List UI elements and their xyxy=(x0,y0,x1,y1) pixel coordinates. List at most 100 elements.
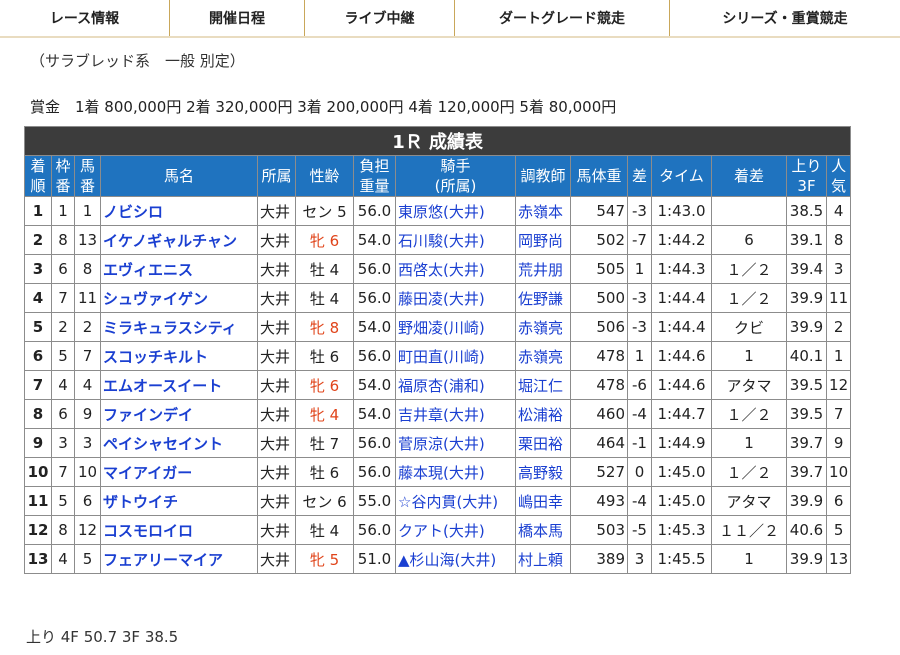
rank-cell: 3 xyxy=(24,254,52,284)
margin-cell: アタマ xyxy=(711,370,787,400)
sex-age-cell: 牝 5 xyxy=(295,544,354,574)
stable-cell: 大井 xyxy=(257,515,296,545)
jockey-link[interactable]: 吉井章(大井) xyxy=(395,399,516,429)
table-row: 11 5 6 ザトウイチ 大井 セン 6 55.0 ☆谷内貫(大井) 嶋田幸 493 -4 1:45.… xyxy=(24,486,852,516)
sex-age-cell: セン 5 xyxy=(295,196,354,226)
last3f-cell: 39.4 xyxy=(786,254,827,284)
bodyweight-cell: 478 xyxy=(570,370,628,400)
horse-name-link[interactable]: マイアイガー xyxy=(100,457,258,487)
trainer-link[interactable]: 岡野尚 xyxy=(515,225,571,255)
sex-age-cell: 牡 6 xyxy=(295,457,354,487)
rank-cell: 9 xyxy=(24,428,52,458)
trainer-link[interactable]: 村上頼 xyxy=(515,544,571,574)
table-row: 5 2 2 ミラキュラスシティ 大井牝 8 54.0 野畑凌(川崎) 赤嶺亮 506 -3 1:44… xyxy=(24,312,852,342)
horse-name-link[interactable]: ノビシロ xyxy=(100,196,258,226)
jockey-link[interactable]: 福原杏(浦和) xyxy=(395,370,516,400)
tab-series[interactable]: シリーズ・重賞競走 xyxy=(670,0,900,36)
horse-name-link[interactable]: ファインデイ xyxy=(100,399,258,429)
frame-cell: 3 xyxy=(51,428,75,458)
horse-name-link[interactable]: ザトウイチ xyxy=(100,486,258,516)
horse-number-cell: 6 xyxy=(74,486,101,516)
last3f-cell: 40.1 xyxy=(786,341,827,371)
last3f-cell: 39.9 xyxy=(786,486,827,516)
table-row: 7 4 4 エムオースイート 大井牝 6 54.0 福原杏(浦和) 堀江仁 478 -6 1:44.… xyxy=(24,370,852,400)
tab-race-info[interactable]: レース情報 xyxy=(0,0,170,36)
jockey-link[interactable]: 石川駿(大井) xyxy=(395,225,516,255)
table-row: 12 8 12 コスモロイロ 大井牡 4 56.0 クアト(大井) 橋本馬 503 -5 1:45.… xyxy=(24,515,852,545)
trainer-link[interactable]: 堀江仁 xyxy=(515,370,571,400)
weight-diff-cell: -7 xyxy=(627,225,652,255)
trainer-link[interactable]: 荒井朋 xyxy=(515,254,571,284)
horse-name-link[interactable]: スコッチキルト xyxy=(100,341,258,371)
jockey-link[interactable]: 藤田凌(大井) xyxy=(395,283,516,313)
rank-cell: 2 xyxy=(24,225,52,255)
horse-name-link[interactable]: ペイシャセイント xyxy=(100,428,258,458)
tab-dirt-grade[interactable]: ダートグレード競走 xyxy=(455,0,670,36)
jockey-link[interactable]: 野畑凌(川崎) xyxy=(395,312,516,342)
weight-diff-cell: 1 xyxy=(627,254,652,284)
trainer-link[interactable]: 赤嶺亮 xyxy=(515,312,571,342)
rank-cell: 1 xyxy=(24,196,52,226)
last3f-cell: 39.9 xyxy=(786,312,827,342)
horse-name-link[interactable]: イケノギャルチャン xyxy=(100,225,258,255)
horse-name-link[interactable]: フェアリーマイア xyxy=(100,544,258,574)
header-bodyweight: 馬体重 xyxy=(570,155,628,197)
table-title: 1Ｒ 成績表 xyxy=(23,126,852,156)
tab-label: 開催日程 xyxy=(209,11,265,27)
rank-cell: 8 xyxy=(24,399,52,429)
margin-cell: １／２ xyxy=(711,254,787,284)
header-text: 番 xyxy=(55,177,71,195)
time-cell: 1:45.0 xyxy=(651,457,712,487)
horse-name-link[interactable]: コスモロイロ xyxy=(100,515,258,545)
header-stable: 所属 xyxy=(257,155,296,197)
jockey-link[interactable]: ▲杉山海(大井) xyxy=(395,544,516,574)
jockey-link[interactable]: 町田直(川崎) xyxy=(395,341,516,371)
horse-name-link[interactable]: エムオースイート xyxy=(100,370,258,400)
trainer-link[interactable]: 橋本馬 xyxy=(515,515,571,545)
jockey-link[interactable]: ☆谷内貫(大井) xyxy=(395,486,516,516)
tab-live[interactable]: ライブ中継 xyxy=(305,0,455,36)
tab-schedule[interactable]: 開催日程 xyxy=(170,0,305,36)
horse-name-link[interactable]: エヴィエニス xyxy=(100,254,258,284)
margin-cell: 1 xyxy=(711,544,787,574)
trainer-link[interactable]: 松浦裕 xyxy=(515,399,571,429)
jockey-link[interactable]: 東原悠(大井) xyxy=(395,196,516,226)
bodyweight-cell: 506 xyxy=(570,312,628,342)
header-text: 騎手 xyxy=(440,157,471,175)
horse-name-link[interactable]: シュヴァイゲン xyxy=(100,283,258,313)
horse-number-cell: 7 xyxy=(74,341,101,371)
time-cell: 1:44.9 xyxy=(651,428,712,458)
sex-age-cell: 牡 7 xyxy=(295,428,354,458)
trainer-link[interactable]: 佐野謙 xyxy=(515,283,571,313)
rank-cell: 12 xyxy=(24,515,52,545)
tab-label: シリーズ・重賞競走 xyxy=(722,11,848,27)
rank-cell: 7 xyxy=(24,370,52,400)
jockey-link[interactable]: 西啓太(大井) xyxy=(395,254,516,284)
margin-cell: １／２ xyxy=(711,283,787,313)
trainer-link[interactable]: 高野毅 xyxy=(515,457,571,487)
prize-money: 賞金 1着 800,000円 2着 320,000円 3着 200,000円 4… xyxy=(30,98,617,116)
jockey-link[interactable]: 菅原涼(大井) xyxy=(395,428,516,458)
bodyweight-cell: 464 xyxy=(570,428,628,458)
trainer-link[interactable]: 赤嶺本 xyxy=(515,196,571,226)
header-time: タイム xyxy=(651,155,712,197)
frame-cell: 1 xyxy=(51,196,75,226)
bodyweight-cell: 478 xyxy=(570,341,628,371)
horse-name-link[interactable]: ミラキュラスシティ xyxy=(100,312,258,342)
jockey-link[interactable]: 藤本現(大井) xyxy=(395,457,516,487)
sex-age-cell: 牡 4 xyxy=(295,515,354,545)
trainer-link[interactable]: 赤嶺亮 xyxy=(515,341,571,371)
trainer-link[interactable]: 栗田裕 xyxy=(515,428,571,458)
horse-number-cell: 4 xyxy=(74,370,101,400)
rank-cell: 13 xyxy=(24,544,52,574)
stable-cell: 大井 xyxy=(257,225,296,255)
time-cell: 1:44.7 xyxy=(651,399,712,429)
sex-age-cell: 牡 6 xyxy=(295,341,354,371)
weight-cell: 56.0 xyxy=(353,428,396,458)
popularity-cell: 13 xyxy=(825,544,852,574)
popularity-cell: 8 xyxy=(825,225,852,255)
trainer-link[interactable]: 嶋田幸 xyxy=(515,486,571,516)
sex-age-cell: 牝 6 xyxy=(295,225,354,255)
jockey-link[interactable]: クアト(大井) xyxy=(395,515,516,545)
last3f-cell: 39.7 xyxy=(786,457,827,487)
